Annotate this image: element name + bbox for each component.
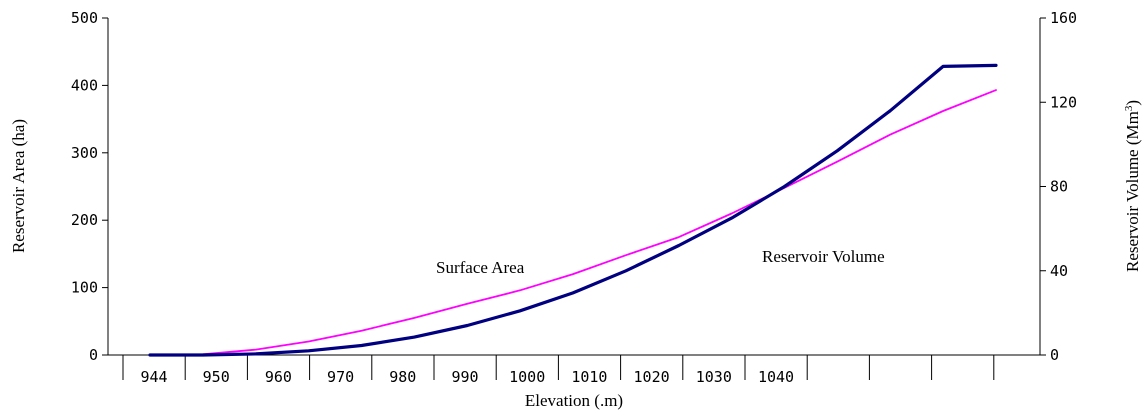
y-axis-right-title-close: ) [1123,100,1142,106]
series-line-surface-area [149,89,997,356]
x-tick-label: 1000 [509,368,545,386]
x-axis-title: Elevation (.m) [525,391,623,410]
y-left-tick-label: 100 [71,279,98,297]
series-line-reservoir-volume [148,63,998,357]
y-left-tick-label: 200 [71,211,98,229]
y-left-ticks: 0 100 200 300 400 500 [71,9,108,364]
y-right-ticks: 0 40 80 120 160 [1040,9,1077,364]
x-tick-label: 990 [451,368,478,386]
y-right-tick-label: 0 [1050,346,1059,364]
x-tick-label: 1030 [696,368,732,386]
x-tick-label: 960 [265,368,292,386]
annotation-reservoir-volume: Reservoir Volume [762,247,885,266]
annotation-surface-area: Surface Area [436,258,525,277]
x-ticks: 944 950 960 970 980 990 1000 1010 1020 1030 1040 [122,355,995,386]
y-axis-right-title: Reservoir Volume (Mm3) [1123,100,1142,272]
series-layer [148,63,998,357]
x-tick-label: 980 [389,368,416,386]
y-left-tick-label: 400 [71,76,98,94]
y-left-tick-label: 300 [71,144,98,162]
y-axis-right-title-sup: 3 [1123,105,1135,111]
y-right-tick-label: 40 [1050,262,1068,280]
x-tick-label: 950 [203,368,230,386]
y-axis-right-title-text: Reservoir Volume (Mm [1123,111,1142,272]
x-tick-label: 1020 [634,368,670,386]
x-tick-label: 970 [327,368,354,386]
x-tick-label: 944 [140,368,167,386]
x-tick-label: 1010 [571,368,607,386]
y-right-tick-label: 80 [1050,178,1068,196]
axes [107,18,1041,356]
x-tick-label: 1040 [758,368,794,386]
y-left-tick-label: 500 [71,9,98,27]
y-left-tick-label: 0 [89,346,98,364]
y-right-tick-label: 160 [1050,9,1077,27]
y-axis-left-title: Reservoir Area (ha) [9,119,28,253]
y-right-tick-label: 120 [1050,93,1077,111]
